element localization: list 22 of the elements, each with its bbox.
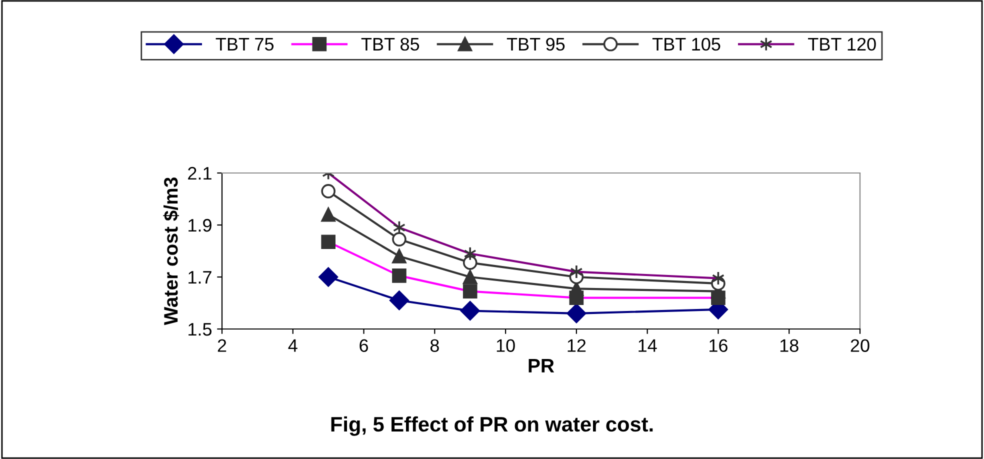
x-tick-label: 4 xyxy=(288,339,298,352)
legend-label: TBT 75 xyxy=(216,38,274,51)
x-tick-label: 20 xyxy=(850,339,870,352)
text: Fig, 5 Effect of PR on water cost. xyxy=(331,416,653,436)
x-tick-label: 18 xyxy=(780,339,798,352)
legend-label: TBT 95 xyxy=(506,38,565,51)
y-tick-label: 1.7 xyxy=(188,271,212,284)
legend-label: TBT 85 xyxy=(361,38,420,51)
x-tick-label: 16 xyxy=(710,339,728,352)
y-axis-title: Water cost $/m3 xyxy=(163,178,180,326)
y-tick-label: 2.1 xyxy=(188,166,212,180)
x-tick-label: 12 xyxy=(568,339,586,352)
x-tick-label: 2 xyxy=(218,339,226,352)
x-tick-label: 6 xyxy=(360,339,368,352)
x-tick-label: 8 xyxy=(430,339,439,352)
legend-label: TBT 120 xyxy=(808,38,876,51)
y-tick-label: 1.9 xyxy=(188,218,212,232)
x-axis-title: PR xyxy=(528,359,554,372)
x-tick-label: 10 xyxy=(496,339,515,352)
y-tick-label: 1.5 xyxy=(188,323,212,336)
legend-label: TBT 105 xyxy=(652,38,720,51)
x-tick-label: 14 xyxy=(638,339,657,352)
